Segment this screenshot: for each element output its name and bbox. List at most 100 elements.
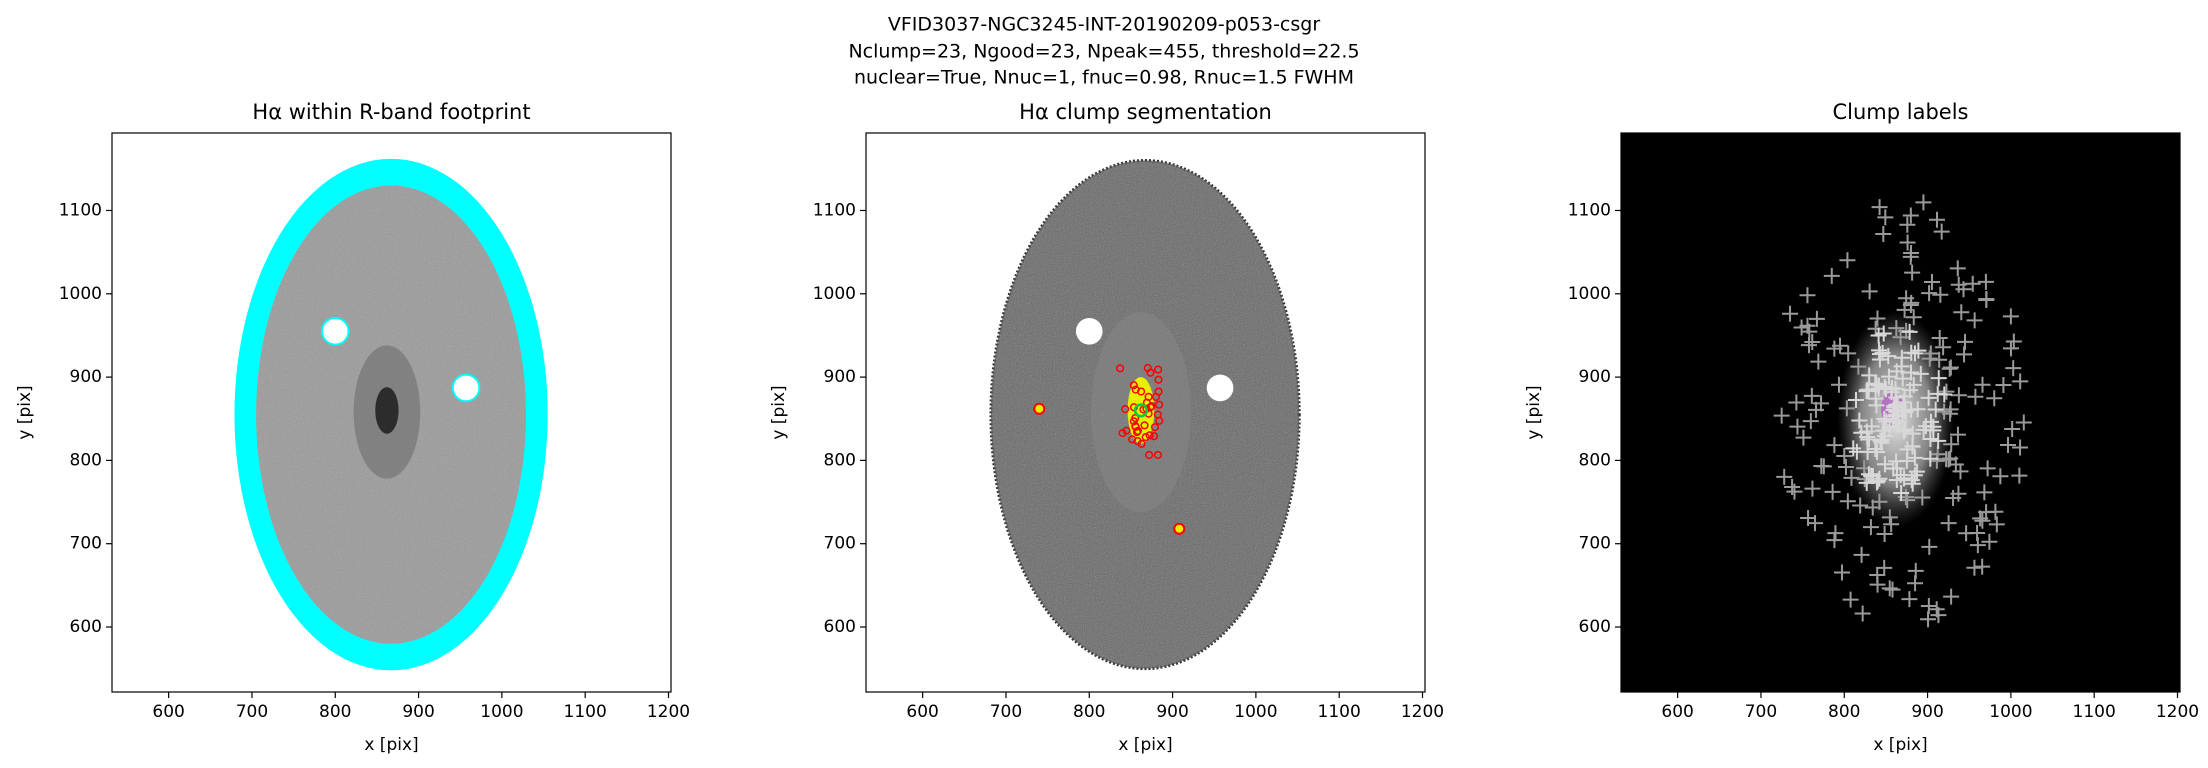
- peak-marker: [1914, 489, 1931, 506]
- axes-title: Clump labels: [1833, 100, 1969, 124]
- peak-marker: [1871, 351, 1888, 368]
- peak-marker: [1966, 559, 1983, 576]
- peak-marker: [1808, 310, 1825, 327]
- axes-title: Hα within R-band footprint: [252, 100, 530, 124]
- peak-marker: [1943, 588, 1960, 605]
- peak-marker: [1896, 388, 1913, 405]
- peak-marker: [1869, 444, 1886, 461]
- y-tick-label: 800: [70, 450, 102, 470]
- x-tick-label: 1200: [2156, 702, 2199, 722]
- y-tick-label: 700: [1579, 534, 1611, 554]
- clump-contour: [1155, 400, 1164, 409]
- peak-marker: [1974, 558, 1991, 575]
- peak-marker: [1876, 526, 1893, 543]
- x-tick-label: 1100: [1318, 702, 1361, 722]
- y-tick-label: 800: [824, 450, 856, 470]
- y-tick-label: 900: [824, 367, 856, 387]
- peak-marker: [1871, 199, 1888, 216]
- peak-marker: [1979, 460, 1996, 477]
- clump-contour: [1141, 433, 1150, 442]
- figure-title: VFID3037-NGC3245-INT-20190209-p053-csgr: [888, 14, 1320, 36]
- peak-marker: [1922, 430, 1939, 447]
- mask-hole: [1206, 374, 1234, 402]
- peak-marker: [1837, 459, 1854, 476]
- y-tick-label: 700: [824, 534, 856, 554]
- peak-marker: [1949, 260, 1966, 277]
- peak-marker: [1956, 346, 1973, 363]
- clump-contour: [1116, 364, 1125, 373]
- peak-marker: [1967, 388, 1984, 405]
- peak-marker: [1871, 377, 1887, 394]
- y-tick-label: 900: [1579, 367, 1611, 387]
- peak-marker: [1861, 283, 1878, 300]
- x-tick-label: 1100: [564, 702, 607, 722]
- clump-contour: [1118, 428, 1127, 438]
- peak-marker: [1881, 509, 1898, 526]
- y-tick-label: 1100: [813, 200, 856, 220]
- peak-marker: [1803, 387, 1820, 404]
- nucleus: [375, 387, 399, 434]
- peak-marker: [1931, 351, 1948, 368]
- x-tick-label: 1100: [2073, 702, 2116, 722]
- peak-marker: [1901, 323, 1918, 340]
- x-tick-label: 700: [1745, 702, 1777, 722]
- clump-contour: [1137, 387, 1146, 396]
- peak-marker: [1930, 370, 1947, 387]
- figure-title: Nclump=23, Ngood=23, Npeak=455, threshol…: [848, 41, 1359, 63]
- peak-marker: [1852, 497, 1869, 514]
- peak-marker: [1826, 437, 1843, 454]
- clump-contour: [1145, 431, 1154, 440]
- peak-marker: [1931, 330, 1948, 347]
- peak-marker: [1870, 327, 1887, 344]
- axes-frame: [865, 132, 1426, 693]
- peak-marker: [2002, 340, 2019, 357]
- peak-marker: [1862, 519, 1879, 536]
- peak-marker: [1894, 370, 1911, 387]
- x-tick-label: 1000: [1234, 702, 1277, 722]
- axes-frame: [1620, 132, 2181, 693]
- peak-marker: [1800, 510, 1817, 527]
- x-tick-label: 600: [1661, 702, 1693, 722]
- peak-marker: [1839, 252, 1856, 269]
- peak-marker: [1827, 525, 1844, 542]
- y-tick-label: 1100: [1568, 200, 1611, 220]
- peak-marker: [1988, 516, 2005, 533]
- y-tick-label: 1000: [813, 284, 856, 304]
- peak-marker: [1978, 291, 1995, 308]
- peak-marker: [1908, 463, 1925, 480]
- peak-marker: [1801, 323, 1818, 340]
- peak-marker: [1915, 421, 1932, 438]
- peak-marker: [1867, 320, 1884, 337]
- peak-marker: [1830, 376, 1847, 393]
- peak-marker: [1910, 342, 1927, 359]
- peak-marker: [2005, 333, 2022, 350]
- peak-marker: [1922, 450, 1939, 467]
- clump-contour: [1154, 375, 1163, 384]
- image-panel: [1621, 133, 2180, 692]
- peak-marker: [1943, 436, 1960, 453]
- y-tick-label: 800: [1579, 450, 1611, 470]
- clump-contour: [1155, 416, 1164, 425]
- peak-marker: [2012, 439, 2029, 456]
- peak-marker: [1874, 344, 1891, 361]
- peak-marker: [1876, 411, 1893, 428]
- clump-contour: [1143, 363, 1152, 373]
- x-tick-label: 800: [319, 702, 351, 722]
- clump-contour: [1129, 417, 1138, 426]
- x-tick-label: 900: [1911, 702, 1943, 722]
- figure-title: nuclear=True, Nnuc=1, fnuc=0.98, Rnuc=1.…: [854, 67, 1354, 89]
- x-tick-label: 900: [402, 702, 434, 722]
- peak-marker: [1813, 395, 1830, 412]
- peak-marker: [1804, 333, 1821, 350]
- peak-marker: [1936, 403, 1953, 420]
- x-tick-label: 600: [906, 702, 938, 722]
- peak-marker: [2005, 360, 2022, 377]
- peak-marker: [1928, 601, 1945, 618]
- peak-marker: [1795, 429, 1812, 446]
- peak-marker: [1940, 515, 1957, 532]
- peak-marker: [1853, 546, 1870, 563]
- clump-contour: [1150, 432, 1159, 441]
- peak-marker: [1836, 448, 1853, 465]
- peak-marker: [1923, 273, 1940, 290]
- peak-marker: [1838, 400, 1855, 417]
